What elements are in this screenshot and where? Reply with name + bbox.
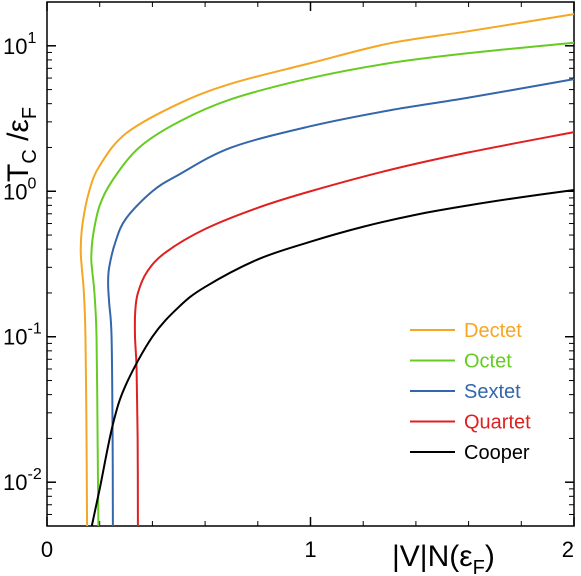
y-axis-title-mid: /ε [2, 119, 35, 149]
legend-label-cooper: Cooper [464, 442, 530, 464]
series-line-quartet [133, 131, 575, 527]
y-axis-title-sub1: C [19, 149, 41, 163]
x-tick-label: 2 [562, 537, 574, 562]
y-tick-label: 10-2 [3, 466, 42, 495]
x-tick-label: 0 [41, 537, 53, 562]
legend-label-octet: Octet [464, 351, 512, 373]
y-tick-exponent: 1 [27, 30, 36, 47]
x-axis-title: |V|N(εF) [392, 540, 495, 576]
series-line-sextet [107, 78, 575, 527]
y-tick-exponent: -2 [27, 466, 41, 483]
x-axis-title-close: ) [485, 540, 495, 573]
series-line-octet [90, 41, 575, 527]
y-tick-base: 10 [3, 179, 27, 204]
legend: Dectet Octet Sextet Quartet Cooper [410, 320, 531, 464]
series-line-cooper [90, 189, 575, 527]
y-tick-label: 101 [3, 30, 36, 59]
y-tick-exponent: -1 [27, 321, 41, 338]
y-axis-title: TC /εF [2, 107, 41, 182]
series-lines [79, 13, 575, 527]
y-axis-title-sub2: F [19, 107, 41, 119]
y-tick-base: 10 [3, 470, 27, 495]
y-tick-base: 10 [3, 325, 27, 350]
y-tick-exponent: 0 [27, 175, 36, 192]
legend-label-quartet: Quartet [464, 412, 531, 434]
y-axis-title-main: T [2, 164, 35, 182]
x-tick-label: 1 [304, 537, 316, 562]
y-tick-base: 10 [3, 34, 27, 59]
x-axis-title-main: |V|N(ε [392, 540, 473, 573]
legend-label-dectet: Dectet [464, 320, 522, 342]
y-tick-label: 100 [3, 175, 36, 204]
series-line-dectet [79, 13, 575, 527]
y-tick-label: 10-1 [3, 321, 42, 350]
x-axis-title-sub: F [473, 557, 485, 576]
legend-label-sextet: Sextet [464, 381, 521, 403]
